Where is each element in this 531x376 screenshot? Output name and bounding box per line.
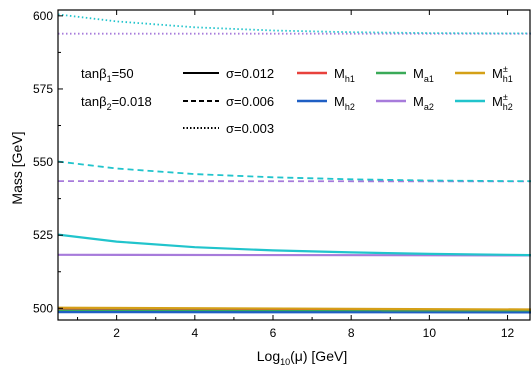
axes-group: 2 4 6 8 10 12 500 525 550 575 600 (33, 9, 515, 340)
legend-style-label: σ=0.003 (226, 121, 274, 136)
legend-color-label: Ma1 (413, 66, 434, 84)
tanbeta2-annotation: tanβ2=0.018 (81, 94, 152, 112)
x-tick-label: 12 (501, 326, 515, 340)
y-tick-label: 525 (33, 228, 53, 242)
y-tick-label: 600 (33, 9, 53, 23)
series-group (58, 13, 531, 314)
y-tick-label: 550 (33, 155, 53, 169)
x-tick-label: 4 (191, 326, 198, 340)
x-axis-title: Log10(μ) [GeV] (257, 348, 347, 367)
tanbeta1-annotation: tanβ1=50 (81, 66, 134, 84)
y-axis-title: Mass [GeV] (9, 131, 25, 204)
x-tick-label: 2 (113, 326, 120, 340)
legend: σ=0.012 σ=0.006 σ=0.003 Mh1 Ma1 M± h1 Mh2 Ma2 M± h… (183, 64, 513, 136)
series-line (58, 160, 531, 183)
series-line (58, 233, 531, 257)
legend-style-label: σ=0.012 (226, 66, 274, 81)
x-tick-label: 10 (423, 326, 437, 340)
x-tick-label: 8 (348, 326, 355, 340)
series-line (58, 13, 531, 35)
plot-frame (57, 9, 531, 321)
legend-color-label: M± h1 (492, 64, 513, 84)
legend-color-label: M± h2 (492, 92, 513, 112)
series-line (58, 253, 531, 257)
legend-style-label: σ=0.006 (226, 94, 274, 109)
x-tick-label: 6 (270, 326, 277, 340)
y-tick-label: 575 (33, 82, 53, 96)
legend-color-label: Ma2 (413, 94, 434, 112)
y-tick-label: 500 (33, 301, 53, 315)
legend-color-label: Mh2 (334, 94, 355, 112)
legend-color-label: Mh1 (334, 66, 355, 84)
series-line (58, 306, 531, 311)
